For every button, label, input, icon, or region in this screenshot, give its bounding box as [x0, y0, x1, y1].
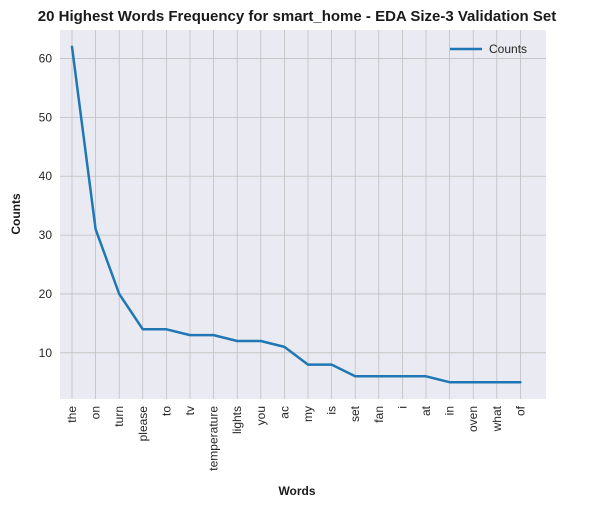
- x-tick-label: turn: [112, 406, 126, 427]
- y-ticks: 10 20 30 40 50 60: [39, 52, 53, 360]
- x-tick-label: set: [348, 405, 362, 422]
- series-line-counts: [70, 45, 522, 384]
- plot-area: [60, 30, 546, 399]
- y-tick-label: 50: [39, 110, 53, 124]
- x-tick-label: fan: [372, 406, 386, 423]
- x-tick-label: i: [395, 406, 409, 409]
- legend-label-counts: Counts: [489, 42, 527, 56]
- x-tick-label: at: [419, 405, 433, 416]
- x-tick-label: please: [136, 406, 150, 442]
- x-tick-label: tv: [183, 406, 197, 415]
- x-tick-label: in: [443, 406, 457, 415]
- x-ticks: the on turn please to tv temperature lights you a…: [65, 405, 527, 470]
- legend: Counts: [450, 42, 527, 56]
- y-axis-label: Counts: [9, 193, 23, 235]
- x-axis-label: Words: [278, 484, 315, 498]
- y-tick-label: 30: [39, 228, 53, 242]
- grid: [60, 30, 546, 399]
- x-tick-label: on: [89, 406, 103, 419]
- x-tick-label: to: [159, 406, 173, 416]
- x-tick-label: lights: [230, 406, 244, 434]
- y-tick-label: 40: [39, 169, 53, 183]
- x-tick-label: temperature: [207, 406, 221, 471]
- x-tick-label: ac: [277, 406, 291, 419]
- y-tick-label: 10: [39, 346, 53, 360]
- y-tick-label: 20: [39, 287, 53, 301]
- x-tick-label: what: [490, 405, 504, 432]
- x-tick-label: my: [301, 406, 315, 422]
- x-tick-label: is: [325, 406, 339, 415]
- chart-title: 20 Highest Words Frequency for smart_hom…: [38, 8, 556, 25]
- x-tick-label: the: [65, 406, 79, 423]
- y-tick-label: 60: [39, 52, 53, 66]
- x-tick-label: of: [513, 405, 527, 416]
- x-tick-label: oven: [466, 406, 480, 432]
- data-points: [71, 46, 521, 383]
- x-tick-label: you: [254, 406, 268, 425]
